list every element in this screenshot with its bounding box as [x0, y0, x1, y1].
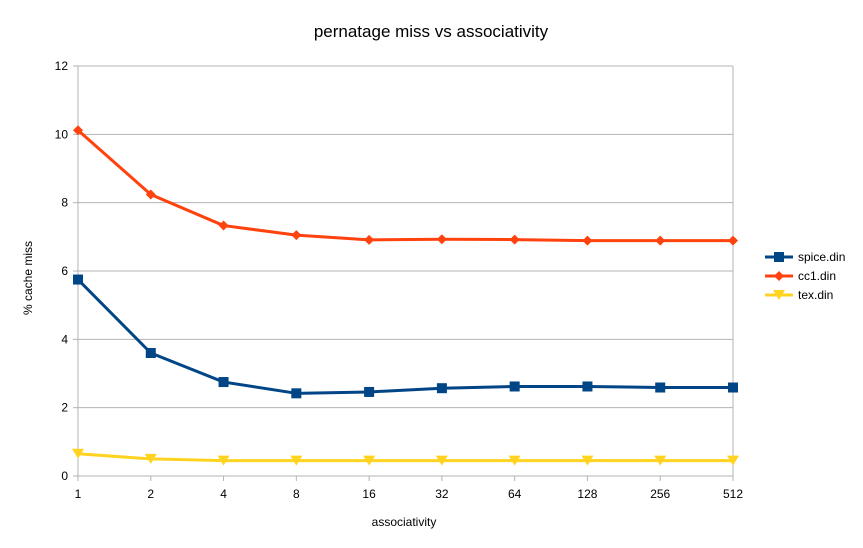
x-tick-label-16: 16	[362, 487, 376, 501]
point-tex-din-4	[217, 455, 230, 466]
x-tick-label-4: 4	[220, 487, 227, 501]
point-tex-din-512	[727, 455, 739, 466]
x-tick-labels: 1 2 4 8 16 32 64 128 256 512	[75, 487, 744, 501]
legend-label-cc1-din: cc1.din	[798, 269, 836, 283]
x-tick-label-2: 2	[147, 487, 154, 501]
point-spice-din-8	[291, 388, 302, 399]
point-spice-din-32	[436, 383, 447, 394]
y-tick-label-6: 6	[61, 264, 68, 278]
y-axis-label: % cache miss	[21, 241, 35, 315]
y-tick-labels: 0 2 4 6 8 10 12	[55, 59, 69, 483]
x-tick-label-256: 256	[650, 487, 670, 501]
point-spice-din-64	[509, 381, 520, 392]
y-tick-label-4: 4	[61, 332, 68, 346]
chart-title: pernatage miss vs associativity	[314, 22, 549, 41]
point-spice-din-16	[364, 386, 375, 397]
series-tex-din	[72, 448, 739, 466]
point-tex-din-256	[654, 455, 667, 466]
x-tick-label-8: 8	[293, 487, 300, 501]
y-tick-label-10: 10	[55, 127, 69, 141]
point-cc1-din-128	[582, 235, 593, 246]
point-cc1-din-1	[73, 125, 83, 136]
point-spice-din-1	[73, 274, 83, 285]
point-tex-din-128	[581, 455, 594, 466]
series-group	[72, 125, 739, 466]
point-cc1-din-512	[728, 235, 738, 246]
y-tick-label-2: 2	[61, 401, 68, 415]
point-cc1-din-256	[655, 235, 666, 246]
point-tex-din-16	[363, 455, 376, 466]
x-axis-label: associativity	[372, 515, 437, 529]
point-tex-din-8	[290, 455, 303, 466]
x-tick-label-128: 128	[577, 487, 597, 501]
series-cc1-din	[73, 125, 738, 246]
point-cc1-din-8	[291, 230, 302, 241]
point-cc1-din-32	[436, 234, 447, 245]
axes	[73, 65, 734, 481]
x-tick-label-1: 1	[75, 487, 82, 501]
point-spice-din-512	[728, 382, 738, 393]
legend-item-cc1-din: cc1.din	[765, 269, 836, 283]
series-spice-din	[73, 274, 738, 399]
legend-label-tex-din: tex.din	[798, 288, 833, 302]
point-tex-din-64	[508, 455, 521, 466]
line-spice-din	[76, 278, 733, 395]
x-tick-label-64: 64	[508, 487, 522, 501]
x-tick-label-512: 512	[723, 487, 743, 501]
point-spice-din-256	[655, 382, 666, 393]
point-cc1-din-16	[364, 234, 375, 245]
point-spice-din-128	[582, 381, 593, 392]
legend: spice.din cc1.din tex.din	[765, 250, 845, 302]
point-cc1-din-2	[145, 189, 156, 200]
line-tex-din	[77, 452, 733, 463]
y-tick-label-8: 8	[61, 196, 68, 210]
line-cc1-din	[77, 129, 733, 243]
legend-item-tex-din: tex.din	[765, 288, 833, 302]
x-tick-label-32: 32	[435, 487, 449, 501]
point-tex-din-2	[144, 453, 157, 464]
point-tex-din-1	[72, 448, 84, 459]
point-spice-din-2	[145, 348, 156, 358]
legend-marker-spice-din	[774, 252, 784, 262]
y-tick-label-12: 12	[55, 59, 69, 73]
legend-item-spice-din: spice.din	[765, 250, 845, 264]
point-cc1-din-64	[509, 234, 520, 245]
y-tick-label-0: 0	[61, 469, 68, 483]
legend-marker-cc1-din	[774, 271, 784, 281]
point-spice-din-4	[218, 377, 229, 388]
point-cc1-din-4	[218, 220, 229, 231]
legend-label-spice-din: spice.din	[798, 250, 845, 264]
legend-marker-tex-din	[773, 290, 785, 300]
point-tex-din-32	[435, 455, 448, 466]
grid-lines	[78, 65, 733, 409]
